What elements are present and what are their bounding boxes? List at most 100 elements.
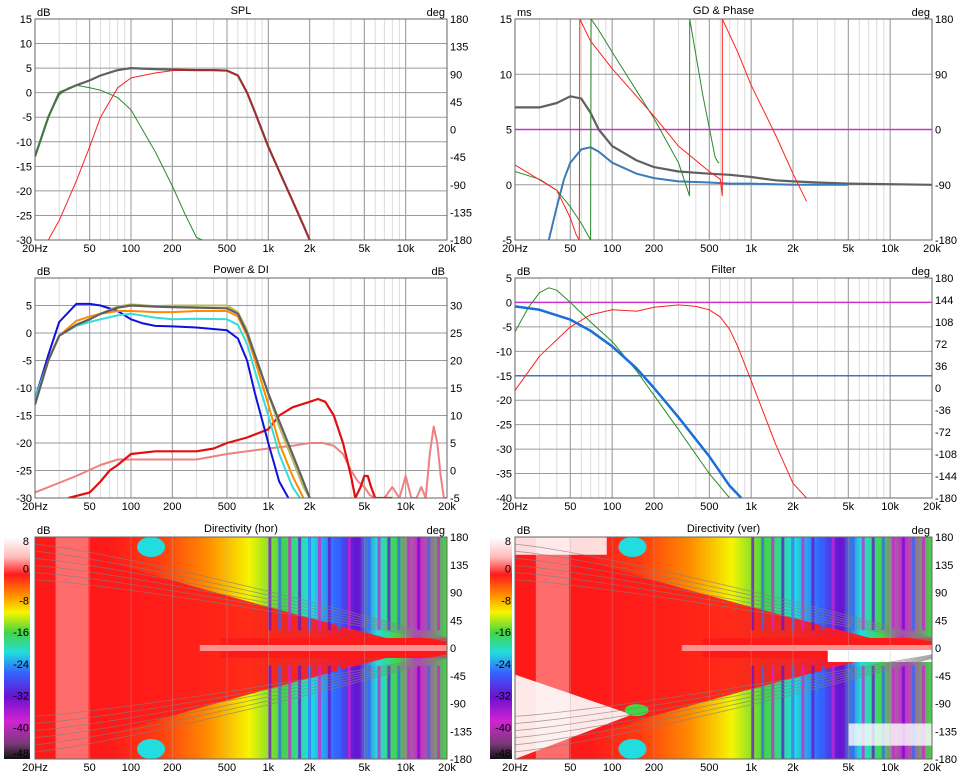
right-tick-label: 20	[450, 356, 462, 368]
chart-power: 20Hz 50 100 200 500 1k 2k 5k 10k 20k50-5-10-15-20…	[16, 264, 462, 513]
y-tick-label: 15	[500, 14, 512, 26]
right-tick-label: -144	[935, 471, 957, 483]
right-tick-label: -45	[450, 671, 466, 683]
lobe-stripe-top	[821, 537, 825, 631]
colorbar-tick-label: -16	[495, 627, 511, 639]
right-tick-label: 0	[450, 643, 456, 655]
lobe-stripe-bottom	[278, 665, 282, 759]
right-tick-label: -180	[935, 235, 957, 247]
y-tick-label: -40	[496, 493, 512, 505]
contour-line	[515, 559, 932, 642]
lobe-stripe-top	[751, 537, 755, 631]
colorbar	[490, 537, 512, 759]
lobe-stripe-top	[347, 537, 351, 631]
lobe-stripe-bottom	[337, 665, 341, 759]
y-tick-label: -25	[496, 420, 512, 432]
y-tick-label: -35	[496, 469, 512, 481]
right-tick-label: 10	[450, 411, 462, 423]
x-tick-label: 100	[603, 501, 621, 513]
right-tick-label: 30	[450, 301, 462, 313]
right-tick-label: 90	[935, 588, 947, 600]
contour-line	[515, 543, 932, 638]
y-tick-label: -5	[22, 112, 32, 124]
lobe-stripe-top	[298, 537, 302, 631]
plot-frame	[514, 277, 933, 499]
right-tick-label: 135	[450, 560, 468, 572]
x-tick-label: 100	[603, 243, 621, 255]
y-tick-label: -25	[16, 466, 32, 478]
right-tick-label: -135	[450, 726, 472, 738]
y-tick-label: -10	[16, 137, 32, 149]
chart-filter: 20Hz 50 100 200 500 1k 2k 5k 10k 20k50-5-10-15-20…	[496, 264, 957, 513]
lobe-stripe-bottom	[851, 665, 855, 759]
series-line-0	[35, 425, 447, 498]
low-freq-zone	[55, 537, 89, 759]
contour-line	[35, 543, 447, 638]
x-tick-label: 100	[122, 501, 140, 513]
colorbar-tick-label: 0	[23, 564, 29, 576]
series-line-4	[515, 305, 743, 498]
lobe-stripe-top	[851, 537, 855, 631]
x-tick-label: 200	[645, 243, 663, 255]
lobe-stripe-top	[407, 537, 411, 631]
right-tick-label: -72	[935, 427, 951, 439]
left-unit-label: ms	[517, 7, 532, 19]
x-tick-label: 20k	[438, 243, 456, 255]
lobe-stripe-top	[811, 537, 815, 631]
y-tick-label: 5	[506, 273, 512, 285]
contour-line	[35, 656, 447, 746]
right-tick-label: 0	[450, 466, 456, 478]
plot-frame	[514, 18, 933, 241]
x-tick-label: 20Hz	[502, 243, 528, 255]
contour-line	[35, 654, 447, 737]
y-tick-label: -10	[496, 346, 512, 358]
right-tick-label: 90	[450, 69, 462, 81]
lobe-stripe-bottom	[811, 665, 815, 759]
colorbar-tick-label: -24	[495, 659, 511, 671]
lobe-stripe-top	[921, 537, 925, 631]
colorbar-tick-label: -8	[19, 595, 29, 607]
lobe-stripe-top	[397, 537, 401, 631]
right-tick-label: -180	[450, 754, 472, 766]
lobe-stripe-top	[871, 537, 875, 631]
contour-line	[515, 556, 932, 641]
contour-line	[35, 553, 447, 641]
mid-island	[624, 704, 649, 717]
chart-title: Power & DI	[213, 264, 269, 276]
x-tick-label: 20Hz	[22, 501, 48, 513]
contour-line	[35, 556, 447, 641]
x-tick-label: 5k	[359, 762, 371, 774]
lobe-stripe-top	[278, 537, 282, 631]
right-tick-label: 180	[935, 273, 953, 285]
y-tick-label: -20	[496, 395, 512, 407]
right-tick-label: 180	[935, 532, 953, 544]
x-tick-label: 50	[84, 501, 96, 513]
lobe-stripe-bottom	[761, 665, 765, 759]
x-tick-label: 1k	[745, 501, 757, 513]
top-island	[137, 537, 166, 557]
x-tick-label: 1k	[745, 243, 757, 255]
right-unit-label: deg	[912, 266, 930, 278]
lobe-stripe-top	[831, 537, 835, 631]
y-tick-label: -25	[16, 210, 32, 222]
lobe-stripe-top	[387, 537, 391, 631]
right-tick-label: 180	[450, 14, 468, 26]
right-tick-label: -135	[450, 207, 472, 219]
x-tick-label: 10k	[881, 762, 899, 774]
x-tick-label: 5k	[843, 501, 855, 513]
left-unit-label: dB	[37, 7, 50, 19]
y-tick-label: 5	[26, 301, 32, 313]
lobe-stripe-bottom	[407, 665, 411, 759]
x-tick-label: 5k	[843, 243, 855, 255]
lobe-stripe-bottom	[347, 665, 351, 759]
lobe-stripe-bottom	[831, 665, 835, 759]
right-tick-label: 45	[450, 615, 462, 627]
lobe-stripe-bottom	[367, 665, 371, 759]
y-tick-label: -30	[16, 493, 32, 505]
colorbar-tick-label: 0	[505, 564, 511, 576]
x-tick-label: 1k	[745, 762, 757, 774]
series-line-2	[547, 146, 849, 240]
series-group	[515, 19, 932, 240]
series-line-3	[515, 19, 720, 240]
